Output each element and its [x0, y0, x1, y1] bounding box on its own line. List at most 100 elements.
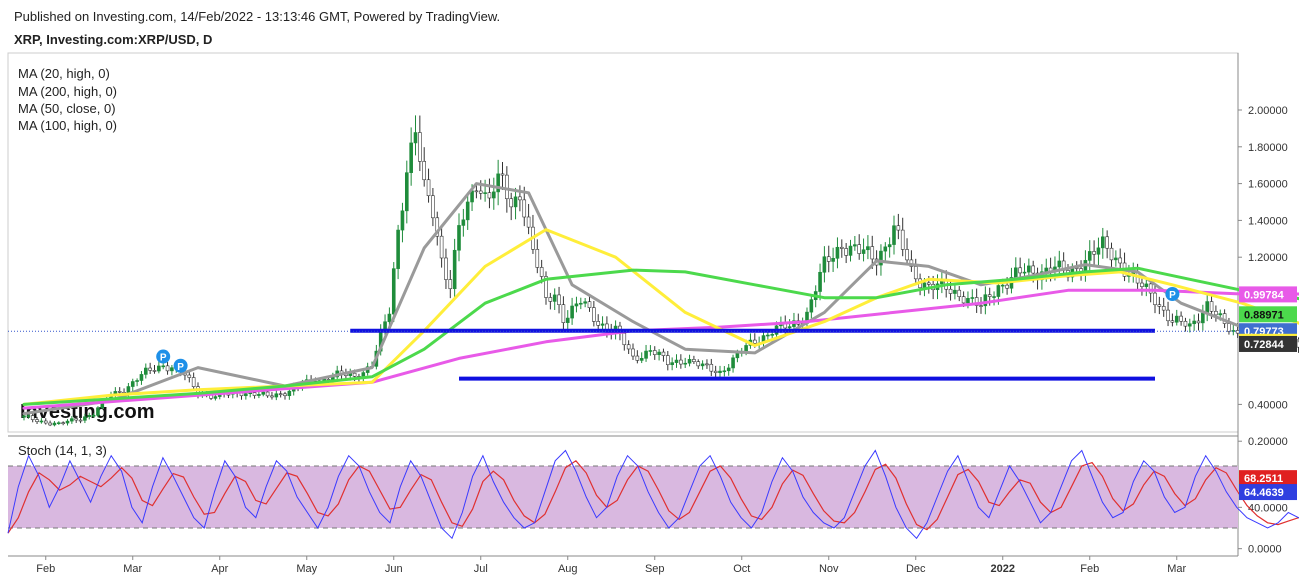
candle-down [509, 198, 514, 208]
stoch-tick-label: 0.0000 [1248, 544, 1282, 556]
candle-down [948, 288, 953, 294]
candle-down [926, 282, 931, 285]
price-tag-label: 0.99784 [1244, 289, 1285, 301]
candle-up [722, 370, 727, 373]
candle-up [22, 415, 26, 418]
time-tick-label: Feb [1080, 563, 1099, 575]
candle-down [265, 391, 270, 397]
candle-up [1144, 283, 1149, 287]
candle-down [1118, 257, 1122, 264]
price-pane [7, 52, 1239, 433]
candle-down [665, 355, 670, 366]
candle-down [900, 229, 905, 250]
candle-down [252, 392, 257, 396]
candle-up [1205, 301, 1209, 314]
candle-up [139, 374, 144, 381]
stoch-band [8, 466, 1238, 528]
stoch-value-tag [1239, 484, 1297, 501]
candle-down [592, 307, 596, 322]
pivot-marker [1165, 287, 1180, 301]
candle-down [487, 192, 492, 199]
candle-up [770, 334, 775, 336]
candle-up [552, 294, 557, 302]
candle-down [535, 249, 540, 268]
candle-up [465, 201, 470, 221]
candle-down [1209, 301, 1214, 312]
time-tick-label: Mar [123, 563, 142, 575]
candle-up [91, 414, 96, 417]
price-tick-label: 1.20000 [1248, 252, 1288, 264]
candle-up [922, 282, 927, 289]
candle-down [626, 344, 631, 350]
time-tick-label: Nov [819, 563, 839, 575]
candle-down [478, 190, 483, 194]
candle-down [1109, 247, 1114, 261]
pivot-marker [173, 358, 188, 373]
candle-down [752, 339, 757, 344]
candle-up [170, 367, 174, 372]
candle-up [144, 367, 148, 375]
candle-up [583, 301, 587, 304]
candle-up [983, 294, 988, 307]
candle-up [1057, 260, 1062, 268]
candle-down [500, 173, 505, 176]
candle-down [1031, 265, 1035, 274]
candle-down [713, 370, 718, 373]
candle-down [957, 289, 962, 297]
candle-down [278, 393, 283, 396]
candle-up [1188, 323, 1192, 327]
candle-up [992, 296, 996, 298]
candle-down [896, 225, 901, 231]
candle-up [787, 326, 792, 329]
candle-down [1166, 309, 1170, 322]
candle-up [953, 289, 957, 294]
candle-down [43, 420, 48, 424]
candle-up [565, 317, 570, 323]
candle-down [191, 377, 196, 387]
candle-up [648, 350, 653, 352]
candle-up [570, 305, 574, 319]
candle-up [400, 210, 405, 231]
candle-down [1179, 315, 1183, 322]
candle-down [1235, 330, 1240, 334]
candle-down [1005, 284, 1009, 289]
candle-up [883, 246, 888, 252]
candle-down [1148, 283, 1153, 294]
candle-down [987, 294, 992, 297]
time-tick-label: Feb [36, 563, 55, 575]
candle-up [126, 386, 131, 394]
stoch-value-label: 68.2511 [1244, 473, 1283, 485]
candle-up [892, 225, 896, 245]
candle-up [96, 407, 100, 416]
time-tick-label: 2022 [991, 563, 1015, 575]
candle-down [705, 363, 709, 366]
candle-down [526, 216, 531, 228]
time-tick-label: May [296, 563, 317, 575]
candle-up [574, 303, 579, 307]
stoch-d-line [7, 460, 1299, 534]
price-tag-label: 0.72844 [1244, 339, 1285, 351]
symbol-title: XRP, Investing.com:XRP/USD, D [14, 32, 213, 47]
candle-up [1231, 330, 1236, 332]
candle-down [270, 395, 274, 398]
candle-down [1157, 304, 1162, 307]
published-caption: Published on Investing.com, 14/Feb/2022 … [14, 9, 501, 24]
candle-down [522, 199, 527, 218]
candle-up [866, 246, 870, 251]
stoch-title: Stoch (14, 1, 3) [18, 443, 107, 458]
candle-down [444, 257, 448, 280]
candle-up [56, 422, 61, 424]
candle-up [70, 418, 74, 422]
candle-down [422, 161, 427, 181]
candle-up [1087, 251, 1092, 261]
candle-up [879, 250, 883, 266]
candle-up [861, 249, 866, 254]
candle-up [65, 420, 70, 424]
candle-up [657, 351, 661, 355]
candle-down [561, 304, 566, 323]
candle-up [244, 393, 248, 397]
candle-up [413, 132, 418, 144]
stoch-tick-label: 40.0000 [1248, 502, 1288, 514]
candle-up [687, 359, 692, 364]
